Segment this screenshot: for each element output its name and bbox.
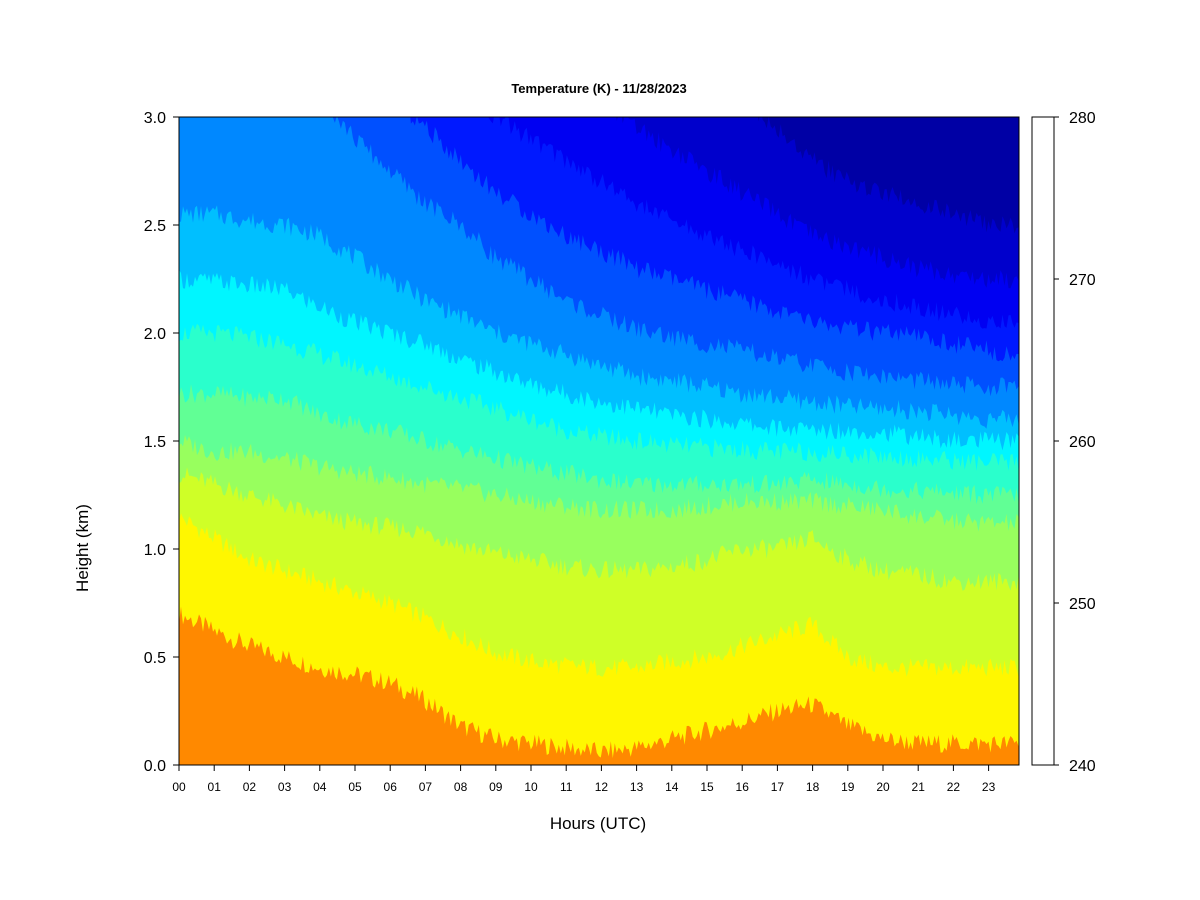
x-tick-label: 16 bbox=[736, 780, 750, 794]
y-tick-label: 1.0 bbox=[144, 542, 166, 559]
colorbar: 240 250 260 270 280 bbox=[1031, 110, 1096, 775]
x-tick-label: 08 bbox=[454, 780, 468, 794]
x-tick-label: 13 bbox=[630, 780, 644, 794]
x-axis-label: Hours (UTC) bbox=[550, 814, 646, 833]
colorbar-tick-label: 240 bbox=[1069, 758, 1096, 775]
x-tick-label: 02 bbox=[243, 780, 257, 794]
x-tick-label: 00 bbox=[172, 780, 186, 794]
y-axis-label: Height (km) bbox=[73, 504, 92, 592]
y-tick-label: 3.0 bbox=[144, 110, 166, 127]
x-tick-label: 09 bbox=[489, 780, 503, 794]
x-tick-label: 11 bbox=[560, 780, 573, 794]
x-tick-label: 03 bbox=[278, 780, 292, 794]
y-axis: 0.0 0.5 1.0 1.5 2.0 2.5 3.0 bbox=[144, 110, 180, 775]
x-tick-label: 15 bbox=[700, 780, 714, 794]
y-tick-label: 2.5 bbox=[144, 218, 166, 235]
y-tick-label: 0.5 bbox=[144, 650, 166, 667]
x-tick-label: 12 bbox=[595, 780, 609, 794]
y-tick-label: 0.0 bbox=[144, 758, 166, 775]
colorbar-tick-label: 270 bbox=[1069, 272, 1096, 289]
colorbar-tick-label: 250 bbox=[1069, 596, 1096, 613]
x-tick-label: 01 bbox=[208, 780, 222, 794]
x-tick-label: 20 bbox=[876, 780, 890, 794]
x-tick-label: 04 bbox=[313, 780, 327, 794]
isotherm-band-245 bbox=[179, 117, 1019, 234]
y-tick-label: 2.0 bbox=[144, 326, 166, 343]
x-tick-label: 10 bbox=[524, 780, 538, 794]
x-tick-label: 14 bbox=[665, 780, 679, 794]
x-axis: 00 01 02 03 04 05 06 07 08 09 10 11 12 13 14 15 16 17 18 19… bbox=[172, 764, 1019, 794]
x-tick-label: 21 bbox=[912, 780, 926, 794]
x-tick-label: 18 bbox=[806, 780, 820, 794]
chart-title: Temperature (K) - 11/28/2023 bbox=[511, 81, 686, 96]
colorbar-tick-label: 260 bbox=[1069, 434, 1096, 451]
colorbar-tick-label: 280 bbox=[1069, 110, 1096, 127]
colorbar-frame bbox=[1031, 116, 1055, 766]
x-tick-label: 22 bbox=[947, 780, 961, 794]
x-tick-label: 19 bbox=[841, 780, 855, 794]
plot-area bbox=[178, 116, 1020, 766]
x-tick-label: 07 bbox=[419, 780, 433, 794]
x-tick-label: 17 bbox=[771, 780, 785, 794]
isotherm-band-247.5 bbox=[179, 117, 1019, 289]
y-tick-label: 1.5 bbox=[144, 434, 166, 451]
x-tick-label: 23 bbox=[982, 780, 996, 794]
x-tick-label: 05 bbox=[348, 780, 362, 794]
x-tick-label: 06 bbox=[384, 780, 398, 794]
